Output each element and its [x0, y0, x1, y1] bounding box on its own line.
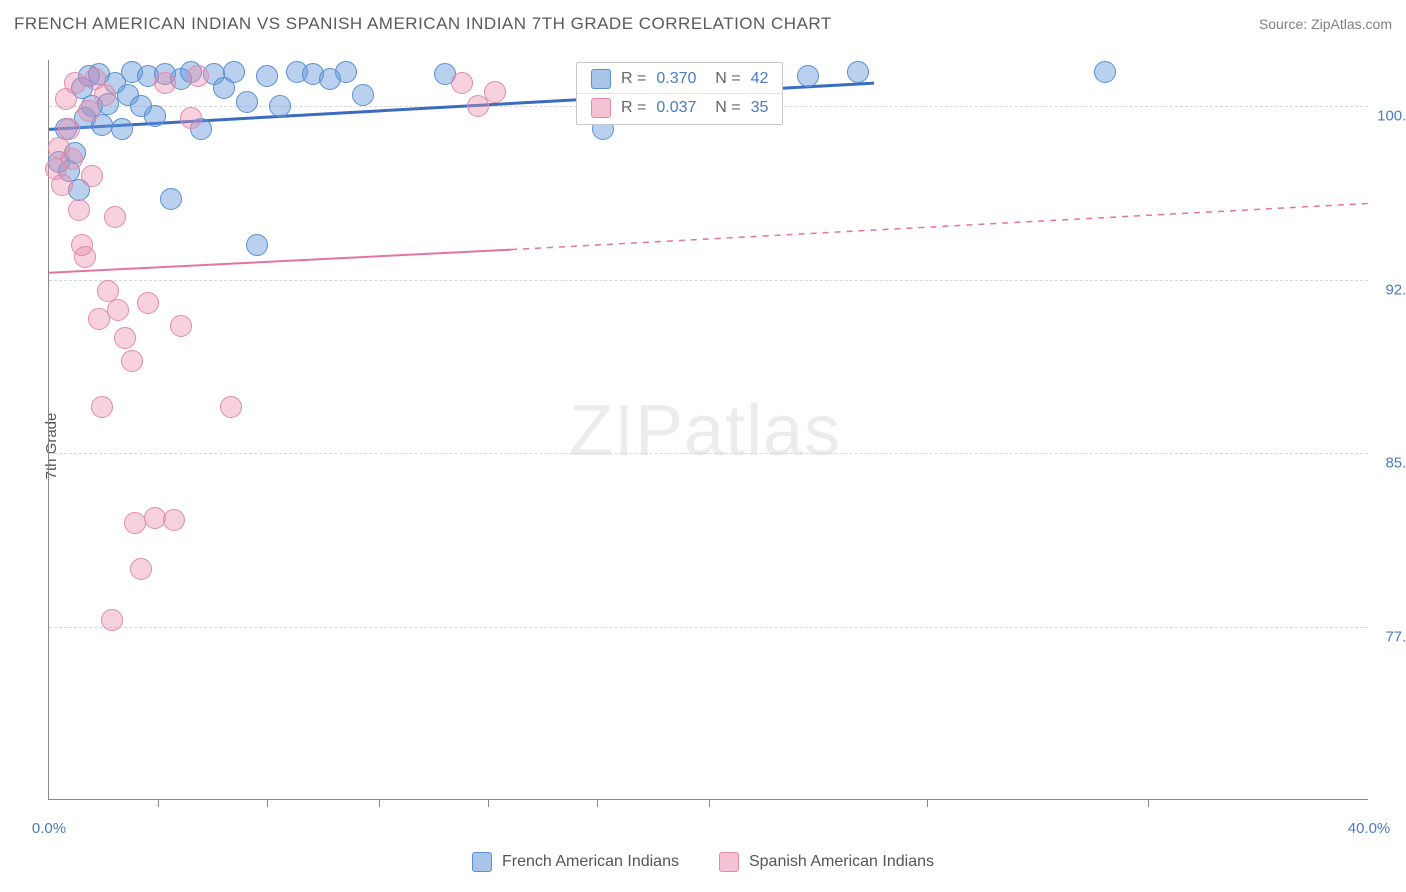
point-spanish [170, 315, 192, 337]
point-french [1094, 61, 1116, 83]
x-tick [597, 799, 598, 807]
chart-header: FRENCH AMERICAN INDIAN VS SPANISH AMERIC… [0, 0, 1406, 48]
point-spanish [64, 72, 86, 94]
point-french [269, 95, 291, 117]
point-spanish [78, 100, 100, 122]
x-tick [1148, 799, 1149, 807]
legend-item: Spanish American Indians [719, 852, 934, 872]
legend-swatch [719, 852, 739, 872]
point-french [246, 234, 268, 256]
y-tick-label: 100.0% [1374, 108, 1406, 125]
point-french [236, 91, 258, 113]
source-prefix: Source: [1259, 16, 1311, 32]
point-french [352, 84, 374, 106]
x-tick [488, 799, 489, 807]
x-tick-label: 0.0% [32, 820, 66, 837]
source-link[interactable]: ZipAtlas.com [1311, 16, 1392, 32]
watermark-thin: atlas [684, 391, 841, 471]
trend-lines-layer [49, 60, 1369, 800]
point-spanish [107, 299, 129, 321]
point-spanish [163, 509, 185, 531]
point-french [335, 61, 357, 83]
point-spanish [88, 308, 110, 330]
point-spanish [81, 165, 103, 187]
point-french [160, 188, 182, 210]
legend-label: Spanish American Indians [749, 853, 934, 871]
point-spanish [58, 118, 80, 140]
point-spanish [484, 81, 506, 103]
watermark-bold: ZIP [569, 391, 684, 471]
point-spanish [114, 327, 136, 349]
point-spanish [451, 72, 473, 94]
y-tick-label: 85.0% [1374, 455, 1406, 472]
point-spanish [124, 512, 146, 534]
watermark: ZIPatlas [569, 390, 841, 472]
point-spanish [104, 206, 126, 228]
chart-title: FRENCH AMERICAN INDIAN VS SPANISH AMERIC… [14, 14, 832, 34]
point-spanish [130, 558, 152, 580]
x-tick [709, 799, 710, 807]
legend-n-label: N = [706, 99, 740, 117]
legend-n-value: 35 [751, 99, 769, 117]
point-spanish [68, 199, 90, 221]
x-tick-label: 40.0% [1348, 820, 1391, 837]
legend-row: R = 0.037 N = 35 [577, 93, 782, 122]
legend-swatch [591, 98, 611, 118]
gridline-horizontal [49, 280, 1368, 281]
point-spanish [187, 65, 209, 87]
point-spanish [144, 507, 166, 529]
legend-item: French American Indians [472, 852, 679, 872]
legend-r-label: R = [621, 99, 646, 117]
legend-r-label: R = [621, 70, 646, 88]
trend-line-solid [49, 250, 511, 273]
trend-line-dashed [511, 203, 1369, 249]
y-tick-label: 77.5% [1374, 628, 1406, 645]
x-tick [379, 799, 380, 807]
legend-swatch [591, 69, 611, 89]
y-tick-label: 92.5% [1374, 281, 1406, 298]
point-spanish [51, 174, 73, 196]
legend-label: French American Indians [502, 853, 679, 871]
point-spanish [180, 107, 202, 129]
point-spanish [121, 350, 143, 372]
legend-r-value: 0.037 [656, 99, 696, 117]
x-tick [267, 799, 268, 807]
correlation-legend: R = 0.370 N = 42R = 0.037 N = 35 [576, 62, 783, 125]
point-spanish [74, 246, 96, 268]
gridline-horizontal [49, 453, 1368, 454]
point-french [847, 61, 869, 83]
x-tick [927, 799, 928, 807]
point-spanish [154, 72, 176, 94]
legend-swatch [472, 852, 492, 872]
legend-row: R = 0.370 N = 42 [577, 65, 782, 93]
point-french [144, 105, 166, 127]
point-french [797, 65, 819, 87]
source-attribution: Source: ZipAtlas.com [1259, 16, 1392, 32]
legend-n-label: N = [706, 70, 740, 88]
point-spanish [137, 292, 159, 314]
gridline-horizontal [49, 627, 1368, 628]
point-spanish [94, 84, 116, 106]
point-spanish [91, 396, 113, 418]
point-french [256, 65, 278, 87]
scatter-plot-area: ZIPatlas 77.5%85.0%92.5%100.0%0.0%40.0% [48, 60, 1368, 800]
point-french [223, 61, 245, 83]
point-spanish [61, 148, 83, 170]
legend-n-value: 42 [751, 70, 769, 88]
legend-r-value: 0.370 [656, 70, 696, 88]
point-spanish [101, 609, 123, 631]
point-french [111, 118, 133, 140]
point-spanish [220, 396, 242, 418]
x-tick [158, 799, 159, 807]
legend-bottom: French American Indians Spanish American … [0, 852, 1406, 872]
